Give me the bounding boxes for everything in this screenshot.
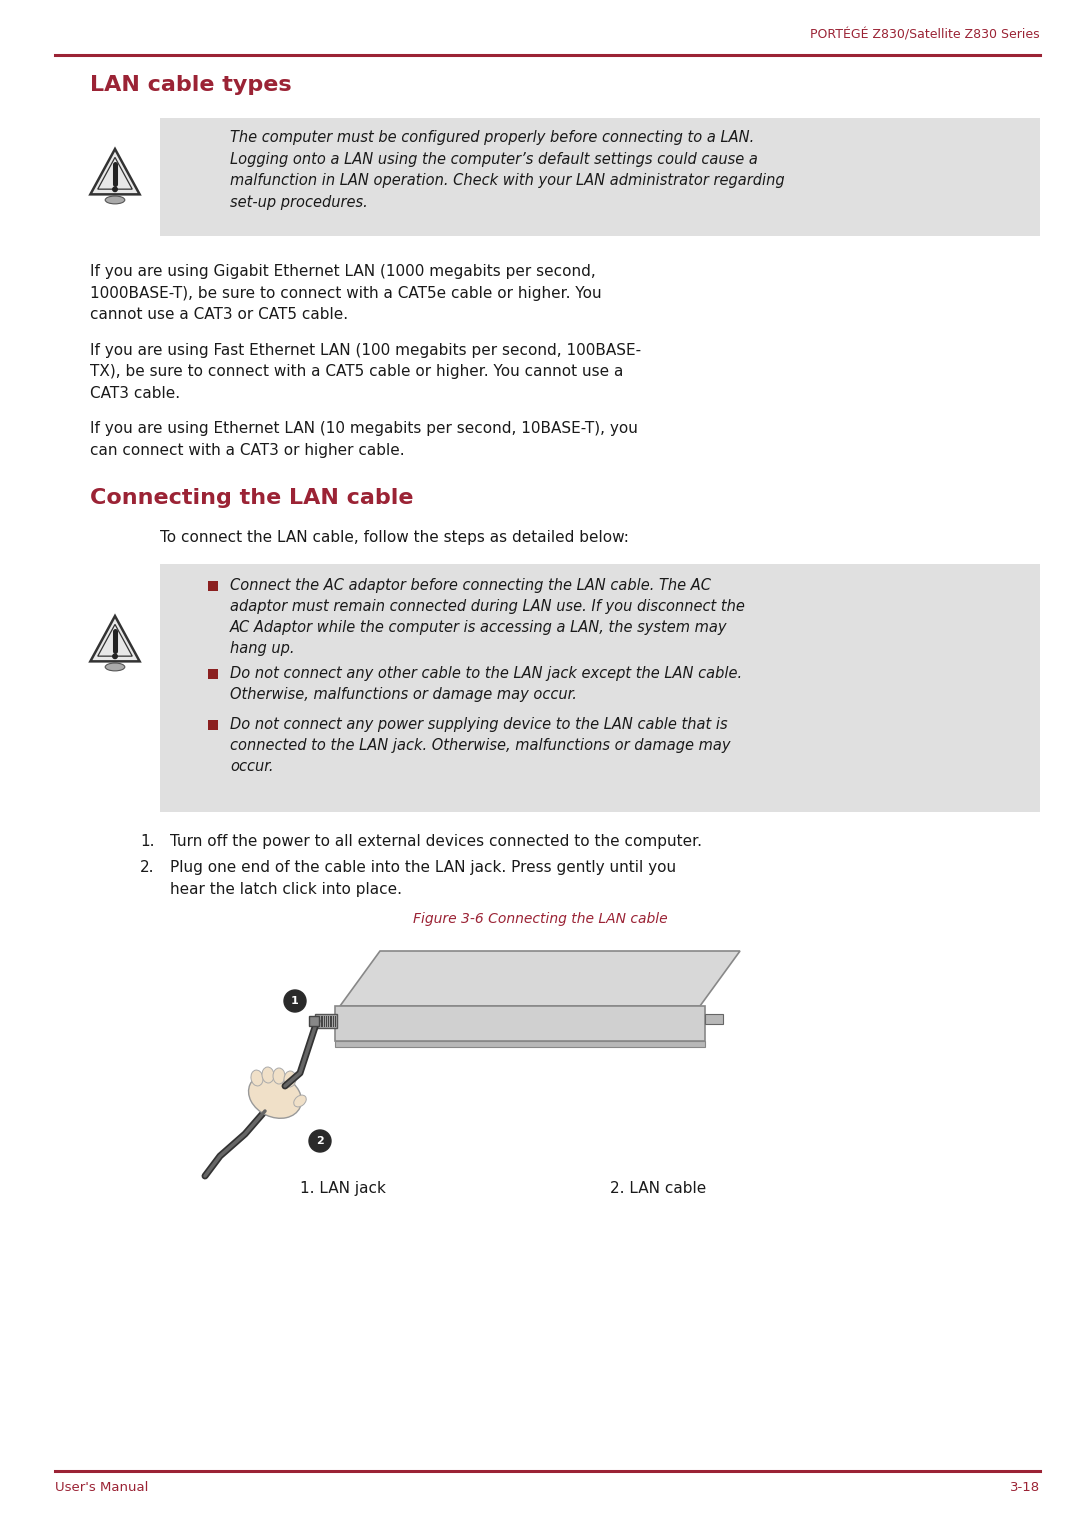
Circle shape [284, 990, 306, 1011]
Text: Connect the AC adaptor before connecting the LAN cable. The AC
adaptor must rema: Connect the AC adaptor before connecting… [230, 578, 745, 656]
Circle shape [112, 187, 118, 192]
Text: 3-18: 3-18 [1010, 1481, 1040, 1494]
Text: PORTÉGÉ Z830/Satellite Z830 Series: PORTÉGÉ Z830/Satellite Z830 Series [810, 27, 1040, 41]
Text: The computer must be configured properly before connecting to a LAN.
Logging ont: The computer must be configured properly… [230, 129, 785, 210]
Text: Figure 3-6 Connecting the LAN cable: Figure 3-6 Connecting the LAN cable [413, 913, 667, 926]
Text: Do not connect any other cable to the LAN jack except the LAN cable.
Otherwise, : Do not connect any other cable to the LA… [230, 666, 742, 703]
Text: LAN cable types: LAN cable types [90, 75, 292, 94]
Text: Connecting the LAN cable: Connecting the LAN cable [90, 488, 414, 508]
Ellipse shape [273, 1068, 285, 1084]
Text: If you are using Fast Ethernet LAN (100 megabits per second, 100BASE-
TX), be su: If you are using Fast Ethernet LAN (100 … [90, 342, 642, 400]
FancyBboxPatch shape [315, 1015, 337, 1028]
FancyBboxPatch shape [160, 119, 1040, 236]
Text: 2. LAN cable: 2. LAN cable [610, 1180, 706, 1196]
FancyBboxPatch shape [335, 1040, 705, 1046]
Ellipse shape [105, 196, 125, 204]
FancyBboxPatch shape [208, 581, 218, 592]
Text: 1.: 1. [140, 834, 154, 849]
Text: User's Manual: User's Manual [55, 1481, 148, 1494]
Ellipse shape [251, 1071, 264, 1086]
Polygon shape [340, 951, 740, 1005]
Text: If you are using Ethernet LAN (10 megabits per second, 10BASE-T), you
can connec: If you are using Ethernet LAN (10 megabi… [90, 421, 638, 458]
Ellipse shape [284, 1071, 296, 1088]
Ellipse shape [105, 663, 125, 671]
Ellipse shape [262, 1068, 274, 1083]
FancyBboxPatch shape [705, 1015, 723, 1024]
Text: If you are using Gigabit Ethernet LAN (1000 megabits per second,
1000BASE-T), be: If you are using Gigabit Ethernet LAN (1… [90, 265, 602, 322]
Text: 2.: 2. [140, 859, 154, 875]
Circle shape [309, 1130, 330, 1151]
Text: Turn off the power to all external devices connected to the computer.: Turn off the power to all external devic… [170, 834, 702, 849]
FancyBboxPatch shape [208, 669, 218, 678]
Polygon shape [91, 149, 139, 195]
FancyBboxPatch shape [160, 564, 1040, 812]
Text: 1. LAN jack: 1. LAN jack [300, 1180, 386, 1196]
Text: 2: 2 [316, 1136, 324, 1145]
Circle shape [112, 654, 118, 659]
Text: Do not connect any power supplying device to the LAN cable that is
connected to : Do not connect any power supplying devic… [230, 716, 730, 774]
Text: 1: 1 [292, 996, 299, 1005]
Ellipse shape [294, 1095, 307, 1107]
Polygon shape [91, 616, 139, 662]
Text: Plug one end of the cable into the LAN jack. Press gently until you
hear the lat: Plug one end of the cable into the LAN j… [170, 859, 676, 896]
FancyBboxPatch shape [208, 719, 218, 730]
FancyBboxPatch shape [335, 1005, 705, 1040]
Ellipse shape [248, 1074, 301, 1118]
FancyBboxPatch shape [309, 1016, 319, 1027]
Text: To connect the LAN cable, follow the steps as detailed below:: To connect the LAN cable, follow the ste… [160, 529, 629, 545]
